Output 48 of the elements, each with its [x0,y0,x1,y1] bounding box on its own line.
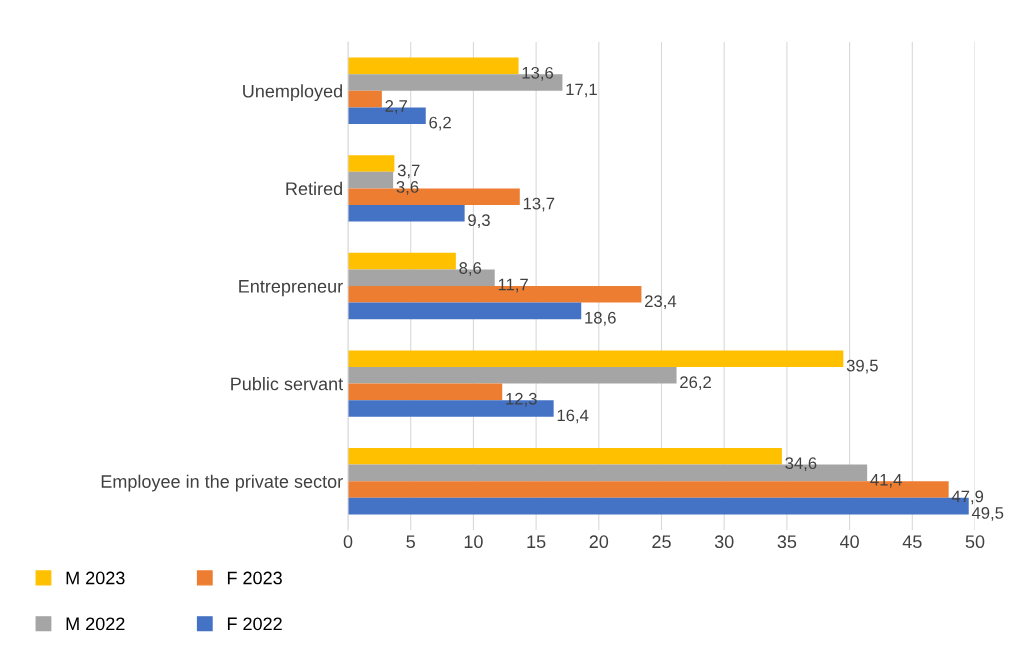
bar [348,350,844,368]
data-label: 49,5 [971,507,1004,521]
data-label: 3,7 [397,164,420,179]
data-label: 2,7 [385,100,407,114]
data-label: 34,6 [785,457,817,472]
bar [348,302,582,320]
x-tick-label: 50 [965,535,985,549]
x-tick-label: 5 [406,535,415,549]
y-tick-label: Unemployed [243,84,342,102]
data-label: 26,2 [680,376,711,391]
legend-label: F 2022 [227,617,282,631]
data-label: 39,5 [846,359,878,374]
bar [348,367,677,384]
bar [348,57,519,75]
legend-label: M 2022 [66,617,125,631]
bar [348,90,382,108]
x-tick-label: 10 [464,535,483,549]
data-label: 47,9 [951,490,984,505]
data-label: 9,3 [468,214,490,229]
x-tick-label: 35 [777,535,797,549]
x-tick-label: 40 [839,535,859,549]
data-label: 13,7 [523,197,555,212]
x-tick-label: 45 [902,535,922,549]
y-tick-label: Public servant [231,377,344,391]
bar [348,383,503,401]
x-tick-label: 0 [343,535,353,549]
bar [348,155,395,172]
bar [348,252,456,270]
data-label: 3,6 [396,181,419,195]
bar [348,448,782,465]
x-tick-label: 15 [527,535,546,549]
x-tick-label: 25 [652,535,671,549]
data-label: 11,7 [498,278,528,293]
data-label: 23,4 [645,295,677,310]
bar [348,171,394,189]
legend-label: M 2023 [66,571,125,585]
data-label: 18,6 [585,311,616,326]
data-label: 17,1 [566,83,597,98]
y-tick-label: Employee in the private sector [101,474,343,492]
bar [348,204,465,222]
data-label: 6,2 [429,116,451,131]
legend-label: F 2023 [227,571,282,585]
x-tick-label: 30 [714,535,734,549]
y-tick-label: Retired [286,181,342,196]
data-label: 16,4 [557,409,589,424]
data-label: 8,6 [459,262,482,276]
x-tick-label: 20 [589,535,609,549]
y-tick-label: Entrepreneur [239,280,343,297]
